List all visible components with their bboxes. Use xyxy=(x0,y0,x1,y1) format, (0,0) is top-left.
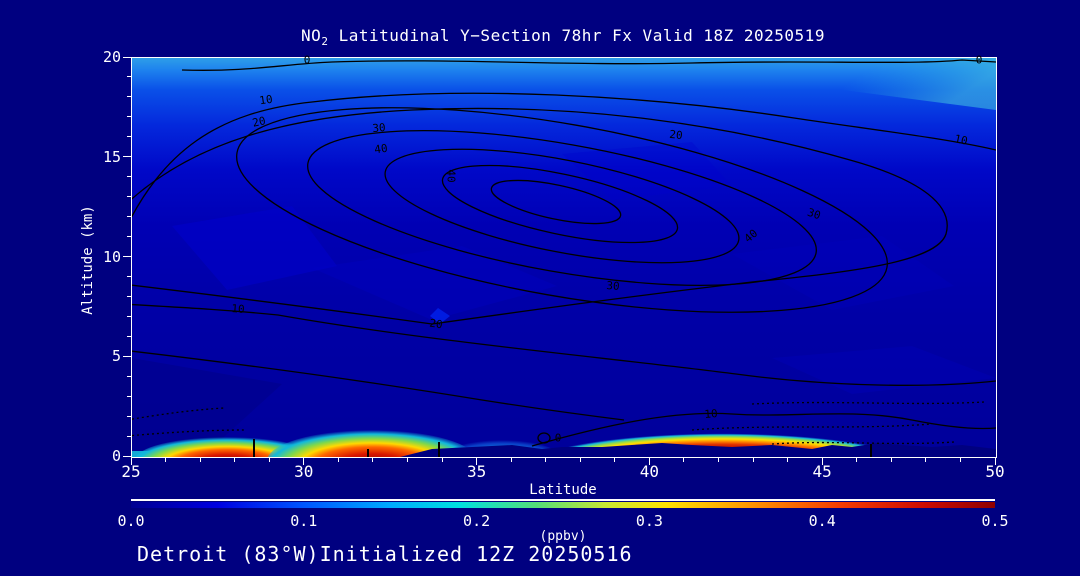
contour-label-0: 0 xyxy=(303,53,311,67)
colorbar-tick-label: 0.0 xyxy=(117,512,145,530)
x-minor-tick xyxy=(510,458,512,462)
y-major-tick xyxy=(123,56,131,58)
y-minor-tick xyxy=(127,435,131,437)
x-minor-tick xyxy=(165,458,167,462)
y-minor-tick xyxy=(127,96,131,98)
y-tick-label: 15 xyxy=(102,147,121,166)
y-major-tick xyxy=(123,156,131,158)
x-major-tick xyxy=(303,458,305,465)
y-minor-tick xyxy=(127,275,131,277)
x-minor-tick xyxy=(337,458,339,462)
x-minor-tick xyxy=(199,458,201,462)
y-tick-label: 10 xyxy=(102,247,121,266)
colorbar-tick-label: 0.5 xyxy=(981,512,1009,530)
y-minor-tick xyxy=(127,116,131,118)
y-minor-tick xyxy=(127,216,131,218)
x-minor-tick xyxy=(441,458,443,462)
contour-label-0: 0 xyxy=(554,431,562,445)
x-minor-tick xyxy=(579,458,581,462)
x-major-tick xyxy=(130,458,132,465)
y-minor-tick xyxy=(127,295,131,297)
y-minor-tick xyxy=(127,76,131,78)
x-minor-tick xyxy=(752,458,754,462)
y-tick-label: 20 xyxy=(102,48,121,66)
y-minor-tick xyxy=(127,315,131,317)
y-minor-tick xyxy=(127,136,131,138)
contour-label-30: 30 xyxy=(605,279,621,293)
y-major-tick xyxy=(123,355,131,357)
fill-topright-cyan xyxy=(692,58,996,110)
fill-field-background xyxy=(132,58,996,457)
footer-text: Detroit (83°W)Initialized 12Z 20250516 xyxy=(137,542,633,566)
contour-lines xyxy=(132,59,996,457)
x-minor-tick xyxy=(545,458,547,462)
y-minor-tick xyxy=(127,335,131,337)
x-minor-tick xyxy=(925,458,927,462)
y-minor-tick xyxy=(127,196,131,198)
colorbar-tick-label: 0.2 xyxy=(463,512,491,530)
x-major-tick xyxy=(821,458,823,465)
x-minor-tick xyxy=(268,458,270,462)
chart-title-pre: NO xyxy=(301,26,322,45)
x-minor-tick xyxy=(683,458,685,462)
contour-label-40: 40 xyxy=(373,141,389,157)
colorbar-tick-label: 0.1 xyxy=(290,512,318,530)
colorbar-tick-label: 0.3 xyxy=(635,512,663,530)
terrain-mask xyxy=(400,443,996,457)
x-axis-label: Latitude xyxy=(529,482,597,498)
y-minor-tick xyxy=(127,236,131,238)
colorbar-top-line xyxy=(131,499,995,501)
y-minor-tick xyxy=(127,176,131,178)
x-minor-tick xyxy=(234,458,236,462)
chart-title-post: Latitudinal Y−Section 78hr Fx Valid 18Z … xyxy=(328,26,825,45)
x-major-tick xyxy=(648,458,650,465)
colorbar-tick-label: 0.4 xyxy=(808,512,836,530)
no2-subscript: 2 xyxy=(321,35,329,49)
y-minor-tick xyxy=(127,415,131,417)
contour-label-10: 10 xyxy=(953,132,969,148)
x-tick-label: 50 xyxy=(985,462,1005,481)
x-minor-tick xyxy=(406,458,408,462)
surface-plume-lat32 xyxy=(267,430,477,457)
contour-label-0: 0 xyxy=(975,53,983,67)
x-tick-label: 45 xyxy=(812,462,832,481)
y-major-tick xyxy=(123,455,131,457)
contour-label-10: 10 xyxy=(230,302,246,316)
x-major-tick xyxy=(994,458,996,465)
x-minor-tick xyxy=(614,458,616,462)
x-tick-label: 40 xyxy=(639,462,660,481)
contour-label-10: 10 xyxy=(258,92,274,108)
y-minor-tick xyxy=(127,375,131,377)
x-major-tick xyxy=(476,458,478,465)
x-minor-tick xyxy=(718,458,720,462)
contour-label-40: 40 xyxy=(444,169,458,183)
x-minor-tick xyxy=(372,458,374,462)
contour-label-20: 20 xyxy=(251,114,267,130)
contour-label-10: 10 xyxy=(703,407,719,421)
contour-plot-svg xyxy=(132,58,996,457)
colorbar-unit-label: (ppbv) xyxy=(539,529,587,544)
x-tick-label: 30 xyxy=(294,462,314,481)
y-major-tick xyxy=(123,256,131,257)
x-tick-label: 25 xyxy=(121,462,141,481)
x-minor-tick xyxy=(890,458,892,462)
x-minor-tick xyxy=(959,458,961,462)
fill-mottle-patches xyxy=(132,142,996,457)
y-tick-label: 5 xyxy=(111,347,121,366)
chart-title: NO2 Latitudinal Y−Section 78hr Fx Valid … xyxy=(131,26,995,48)
y-tick-label: 0 xyxy=(111,447,121,465)
x-minor-tick xyxy=(856,458,858,462)
plot-area: 0 0 10 20 30 40 20 10 40 30 40 10 20 30 10 0 xyxy=(131,53,997,458)
contour-label-20: 20 xyxy=(428,316,444,332)
x-minor-tick xyxy=(787,458,789,462)
y-minor-tick xyxy=(127,395,131,397)
contour-label-30: 30 xyxy=(371,120,387,136)
colorbar-gradient xyxy=(131,502,995,508)
contour-label-20: 20 xyxy=(668,127,684,143)
x-tick-label: 35 xyxy=(466,462,487,481)
